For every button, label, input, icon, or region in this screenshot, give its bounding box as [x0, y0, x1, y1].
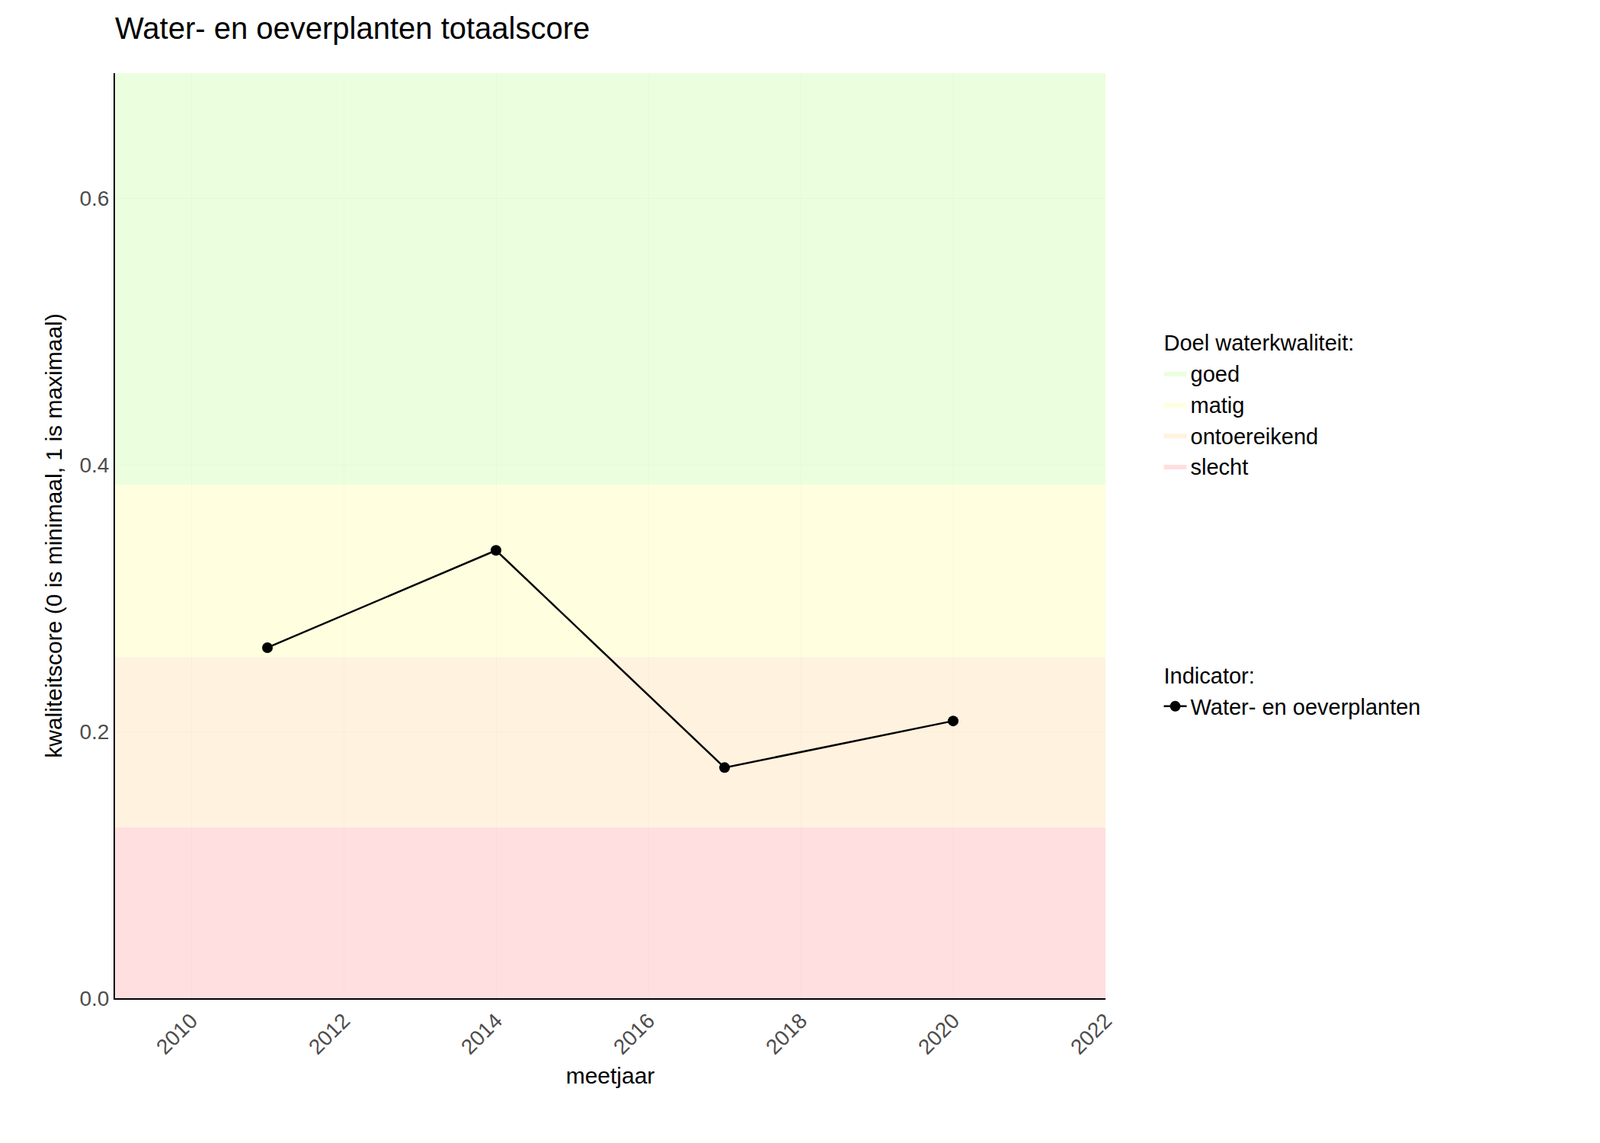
svg-text:2014: 2014 — [456, 1008, 507, 1060]
svg-text:Indicator:: Indicator: — [1164, 663, 1255, 688]
svg-text:2022: 2022 — [1065, 1008, 1117, 1060]
svg-text:goed: goed — [1190, 361, 1241, 387]
svg-text:Water- en oeverplanten totaals: Water- en oeverplanten totaalscore — [115, 11, 590, 45]
svg-text:2020: 2020 — [913, 1008, 964, 1060]
svg-text:kwaliteitscore (0 is minimaal,: kwaliteitscore (0 is minimaal, 1 is maxi… — [41, 313, 67, 758]
svg-text:0.4: 0.4 — [79, 453, 109, 477]
svg-text:Doel waterkwaliteit:: Doel waterkwaliteit: — [1164, 330, 1355, 356]
svg-text:Water- en oeverplanten: Water- en oeverplanten — [1190, 694, 1421, 720]
svg-text:2016: 2016 — [608, 1008, 660, 1060]
svg-text:slecht: slecht — [1190, 454, 1249, 480]
svg-text:0.0: 0.0 — [79, 986, 109, 1011]
svg-text:meetjaar: meetjaar — [566, 1062, 656, 1088]
svg-text:ontoereikend: ontoereikend — [1190, 424, 1319, 449]
svg-text:0.2: 0.2 — [79, 720, 109, 744]
svg-text:2018: 2018 — [761, 1008, 812, 1060]
svg-text:2012: 2012 — [304, 1008, 355, 1060]
svg-text:2010: 2010 — [151, 1008, 202, 1060]
svg-text:matig: matig — [1190, 393, 1245, 418]
svg-text:0.6: 0.6 — [79, 186, 109, 211]
